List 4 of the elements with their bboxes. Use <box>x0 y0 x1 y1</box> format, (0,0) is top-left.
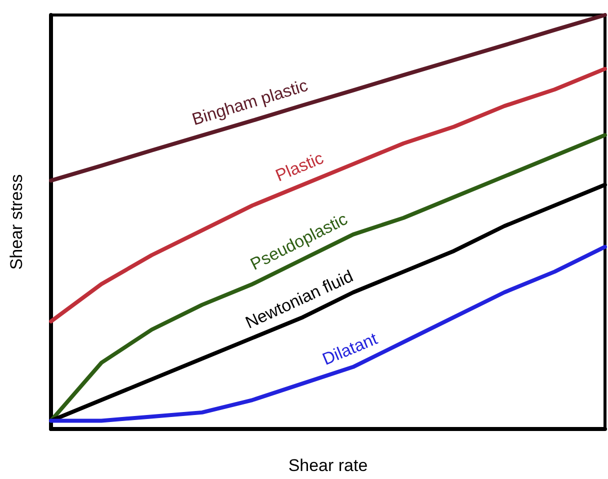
text: Plastic <box>272 148 327 186</box>
y-axis-title: Shear stress <box>7 174 26 270</box>
x-axis-title: Shear rate <box>288 456 368 475</box>
text: Bingham plastic <box>190 76 311 130</box>
